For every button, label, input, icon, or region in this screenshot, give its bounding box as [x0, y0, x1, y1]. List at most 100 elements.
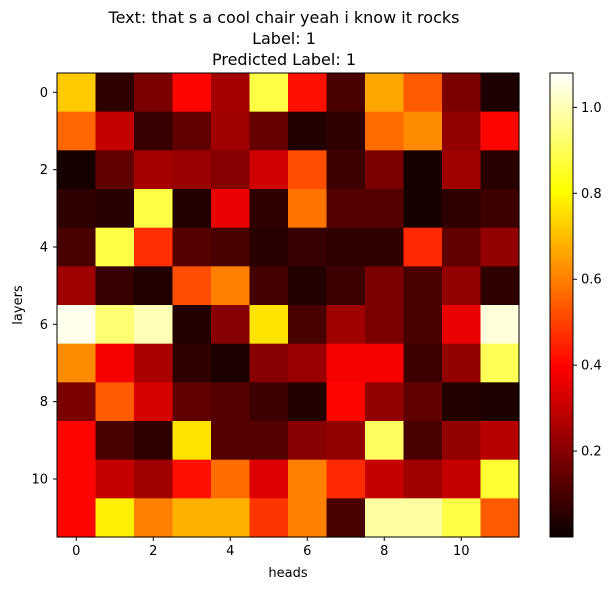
heatmap-cell — [211, 421, 251, 461]
heatmap-cell — [288, 343, 328, 383]
heatmap-cell — [288, 421, 328, 461]
y-axis-label: layers — [11, 285, 26, 325]
heatmap-cell — [95, 459, 135, 499]
y-tick-label: 10 — [31, 473, 48, 488]
colorbar-tick-label: 0.4 — [581, 359, 602, 374]
heatmap-cell — [480, 498, 520, 538]
heatmap-cell — [480, 111, 520, 151]
colorbar-tick-label: 0.8 — [581, 187, 602, 202]
heatmap-cell — [403, 305, 443, 345]
heatmap-cell — [326, 382, 366, 422]
x-tick-label: 6 — [303, 544, 311, 559]
heatmap-cell — [480, 343, 520, 383]
x-tick-label: 10 — [453, 544, 470, 559]
heatmap-cell — [288, 111, 328, 151]
heatmap-cell — [365, 343, 405, 383]
heatmap-cell — [403, 73, 443, 113]
heatmap-cell — [403, 189, 443, 229]
y-tick-label: 0 — [40, 86, 48, 101]
heatmap-cell — [95, 150, 135, 190]
heatmap-cell — [249, 150, 289, 190]
heatmap-cell — [57, 189, 97, 229]
heatmap-cell — [57, 343, 97, 383]
heatmap-cell — [57, 150, 97, 190]
heatmap-cell — [211, 266, 251, 306]
title-line-1: Text: that s a cool chair yeah i know it… — [108, 8, 460, 27]
heatmap-cell — [172, 111, 212, 151]
heatmap-cell — [326, 111, 366, 151]
x-tick-label: 2 — [149, 544, 157, 559]
colorbar-tick-label: 1.0 — [581, 101, 602, 116]
heatmap-cell — [95, 227, 135, 267]
heatmap-cell — [442, 459, 482, 499]
heatmap-cell — [288, 227, 328, 267]
heatmap-cell — [442, 498, 482, 538]
heatmap-cell — [403, 421, 443, 461]
heatmap-cell — [134, 343, 174, 383]
heatmap-cell — [480, 421, 520, 461]
heatmap-cell — [211, 150, 251, 190]
heatmap-cell — [442, 111, 482, 151]
heatmap-cell — [288, 189, 328, 229]
heatmap-cell — [211, 343, 251, 383]
heatmap-cell — [288, 459, 328, 499]
heatmap-cell — [134, 459, 174, 499]
heatmap-cell — [57, 111, 97, 151]
heatmap-cell — [288, 266, 328, 306]
heatmap-cell — [211, 227, 251, 267]
heatmap-cell — [57, 227, 97, 267]
heatmap-cell — [480, 189, 520, 229]
heatmap-cell — [211, 305, 251, 345]
heatmap-cell — [326, 189, 366, 229]
heatmap-cell — [57, 266, 97, 306]
heatmap-cell — [134, 227, 174, 267]
heatmap-cell — [211, 73, 251, 113]
heatmap-cell — [480, 305, 520, 345]
heatmap-cell — [249, 459, 289, 499]
heatmap-cell — [57, 305, 97, 345]
heatmap-cell — [365, 227, 405, 267]
heatmap-cell — [249, 227, 289, 267]
heatmap-cell — [249, 382, 289, 422]
heatmap-cell — [326, 498, 366, 538]
heatmap-cell — [172, 150, 212, 190]
heatmap-cell — [403, 382, 443, 422]
x-tick-label: 0 — [72, 544, 80, 559]
title-line-3: Predicted Label: 1 — [212, 50, 356, 69]
heatmap-cell — [442, 150, 482, 190]
heatmap-cell — [442, 305, 482, 345]
heatmap-cell — [288, 498, 328, 538]
heatmap-cell — [172, 343, 212, 383]
heatmap-cell — [326, 421, 366, 461]
heatmap-cell — [326, 150, 366, 190]
heatmap-cell — [442, 266, 482, 306]
heatmap-cell — [403, 343, 443, 383]
heatmap-cell — [480, 73, 520, 113]
y-tick-label: 2 — [40, 163, 48, 178]
heatmap-cell — [134, 498, 174, 538]
heatmap-cell — [172, 189, 212, 229]
heatmap-cell — [480, 227, 520, 267]
heatmap-cell — [365, 421, 405, 461]
heatmap-cell — [442, 343, 482, 383]
x-tick-label: 4 — [226, 544, 234, 559]
heatmap-cell — [365, 266, 405, 306]
heatmap-cell — [249, 266, 289, 306]
heatmap-cell — [95, 421, 135, 461]
heatmap-cell — [134, 73, 174, 113]
heatmap-cell — [211, 459, 251, 499]
heatmap-cell — [442, 421, 482, 461]
heatmap-cell — [249, 498, 289, 538]
heatmap-cell — [57, 459, 97, 499]
heatmap-cell — [134, 150, 174, 190]
heatmap-cell — [172, 305, 212, 345]
heatmap-cell — [288, 382, 328, 422]
heatmap-cell — [403, 227, 443, 267]
heatmap-cell — [480, 459, 520, 499]
heatmap-cell — [249, 73, 289, 113]
heatmap-cell — [211, 382, 251, 422]
heatmap-cell — [480, 150, 520, 190]
chart-title: Text: that s a cool chair yeah i know it… — [108, 8, 460, 69]
y-axis-ticks: 0 2 4 6 8 10 — [31, 86, 57, 488]
